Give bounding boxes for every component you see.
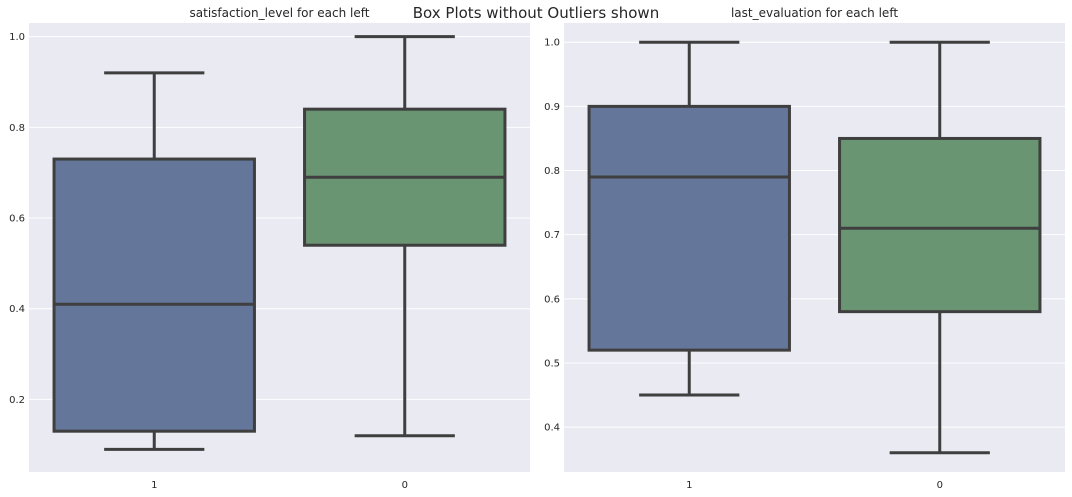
satisfaction-ytick-label: 1.0	[9, 32, 25, 43]
evaluation-panel-title: last_evaluation for each left	[731, 6, 898, 20]
evaluation-xtick-label: 0	[937, 480, 943, 491]
satisfaction-ytick-label: 0.4	[9, 304, 25, 315]
satisfaction-xtick-label: 0	[402, 480, 408, 491]
satisfaction-ytick-label: 0.2	[9, 395, 25, 406]
evaluation-xtick-label: 1	[686, 480, 692, 491]
evaluation-ytick-label: 0.7	[544, 230, 560, 241]
evaluation-cat-1-box	[587, 104, 791, 352]
evaluation-ytick-label: 0.5	[544, 358, 560, 369]
satisfaction-ytick-label: 0.6	[9, 214, 25, 225]
evaluation-ytick-label: 1.0	[544, 38, 560, 49]
evaluation-ytick-label: 0.9	[544, 102, 560, 113]
satisfaction-cat-1-box	[52, 157, 256, 433]
satisfaction-panel-title: satisfaction_level for each left	[190, 6, 370, 20]
evaluation-cat-0-box	[838, 136, 1042, 314]
evaluation-ytick-label: 0.4	[544, 423, 560, 434]
last-evaluation-panel: 0.4 0.5 0.6 0.7 0.8 0.9 1.0 last_evaluation for…	[544, 6, 1065, 491]
satisfaction-level-panel: 0.2 0.4 0.6 0.8 1.0 satisfaction_level for ea…	[9, 6, 530, 491]
satisfaction-ytick-label: 0.8	[9, 123, 25, 134]
evaluation-ytick-label: 0.6	[544, 294, 560, 305]
evaluation-ytick-label: 0.8	[544, 166, 560, 177]
figure-suptitle: Box Plots without Outliers shown	[413, 4, 659, 22]
satisfaction-xtick-label: 1	[151, 480, 157, 491]
